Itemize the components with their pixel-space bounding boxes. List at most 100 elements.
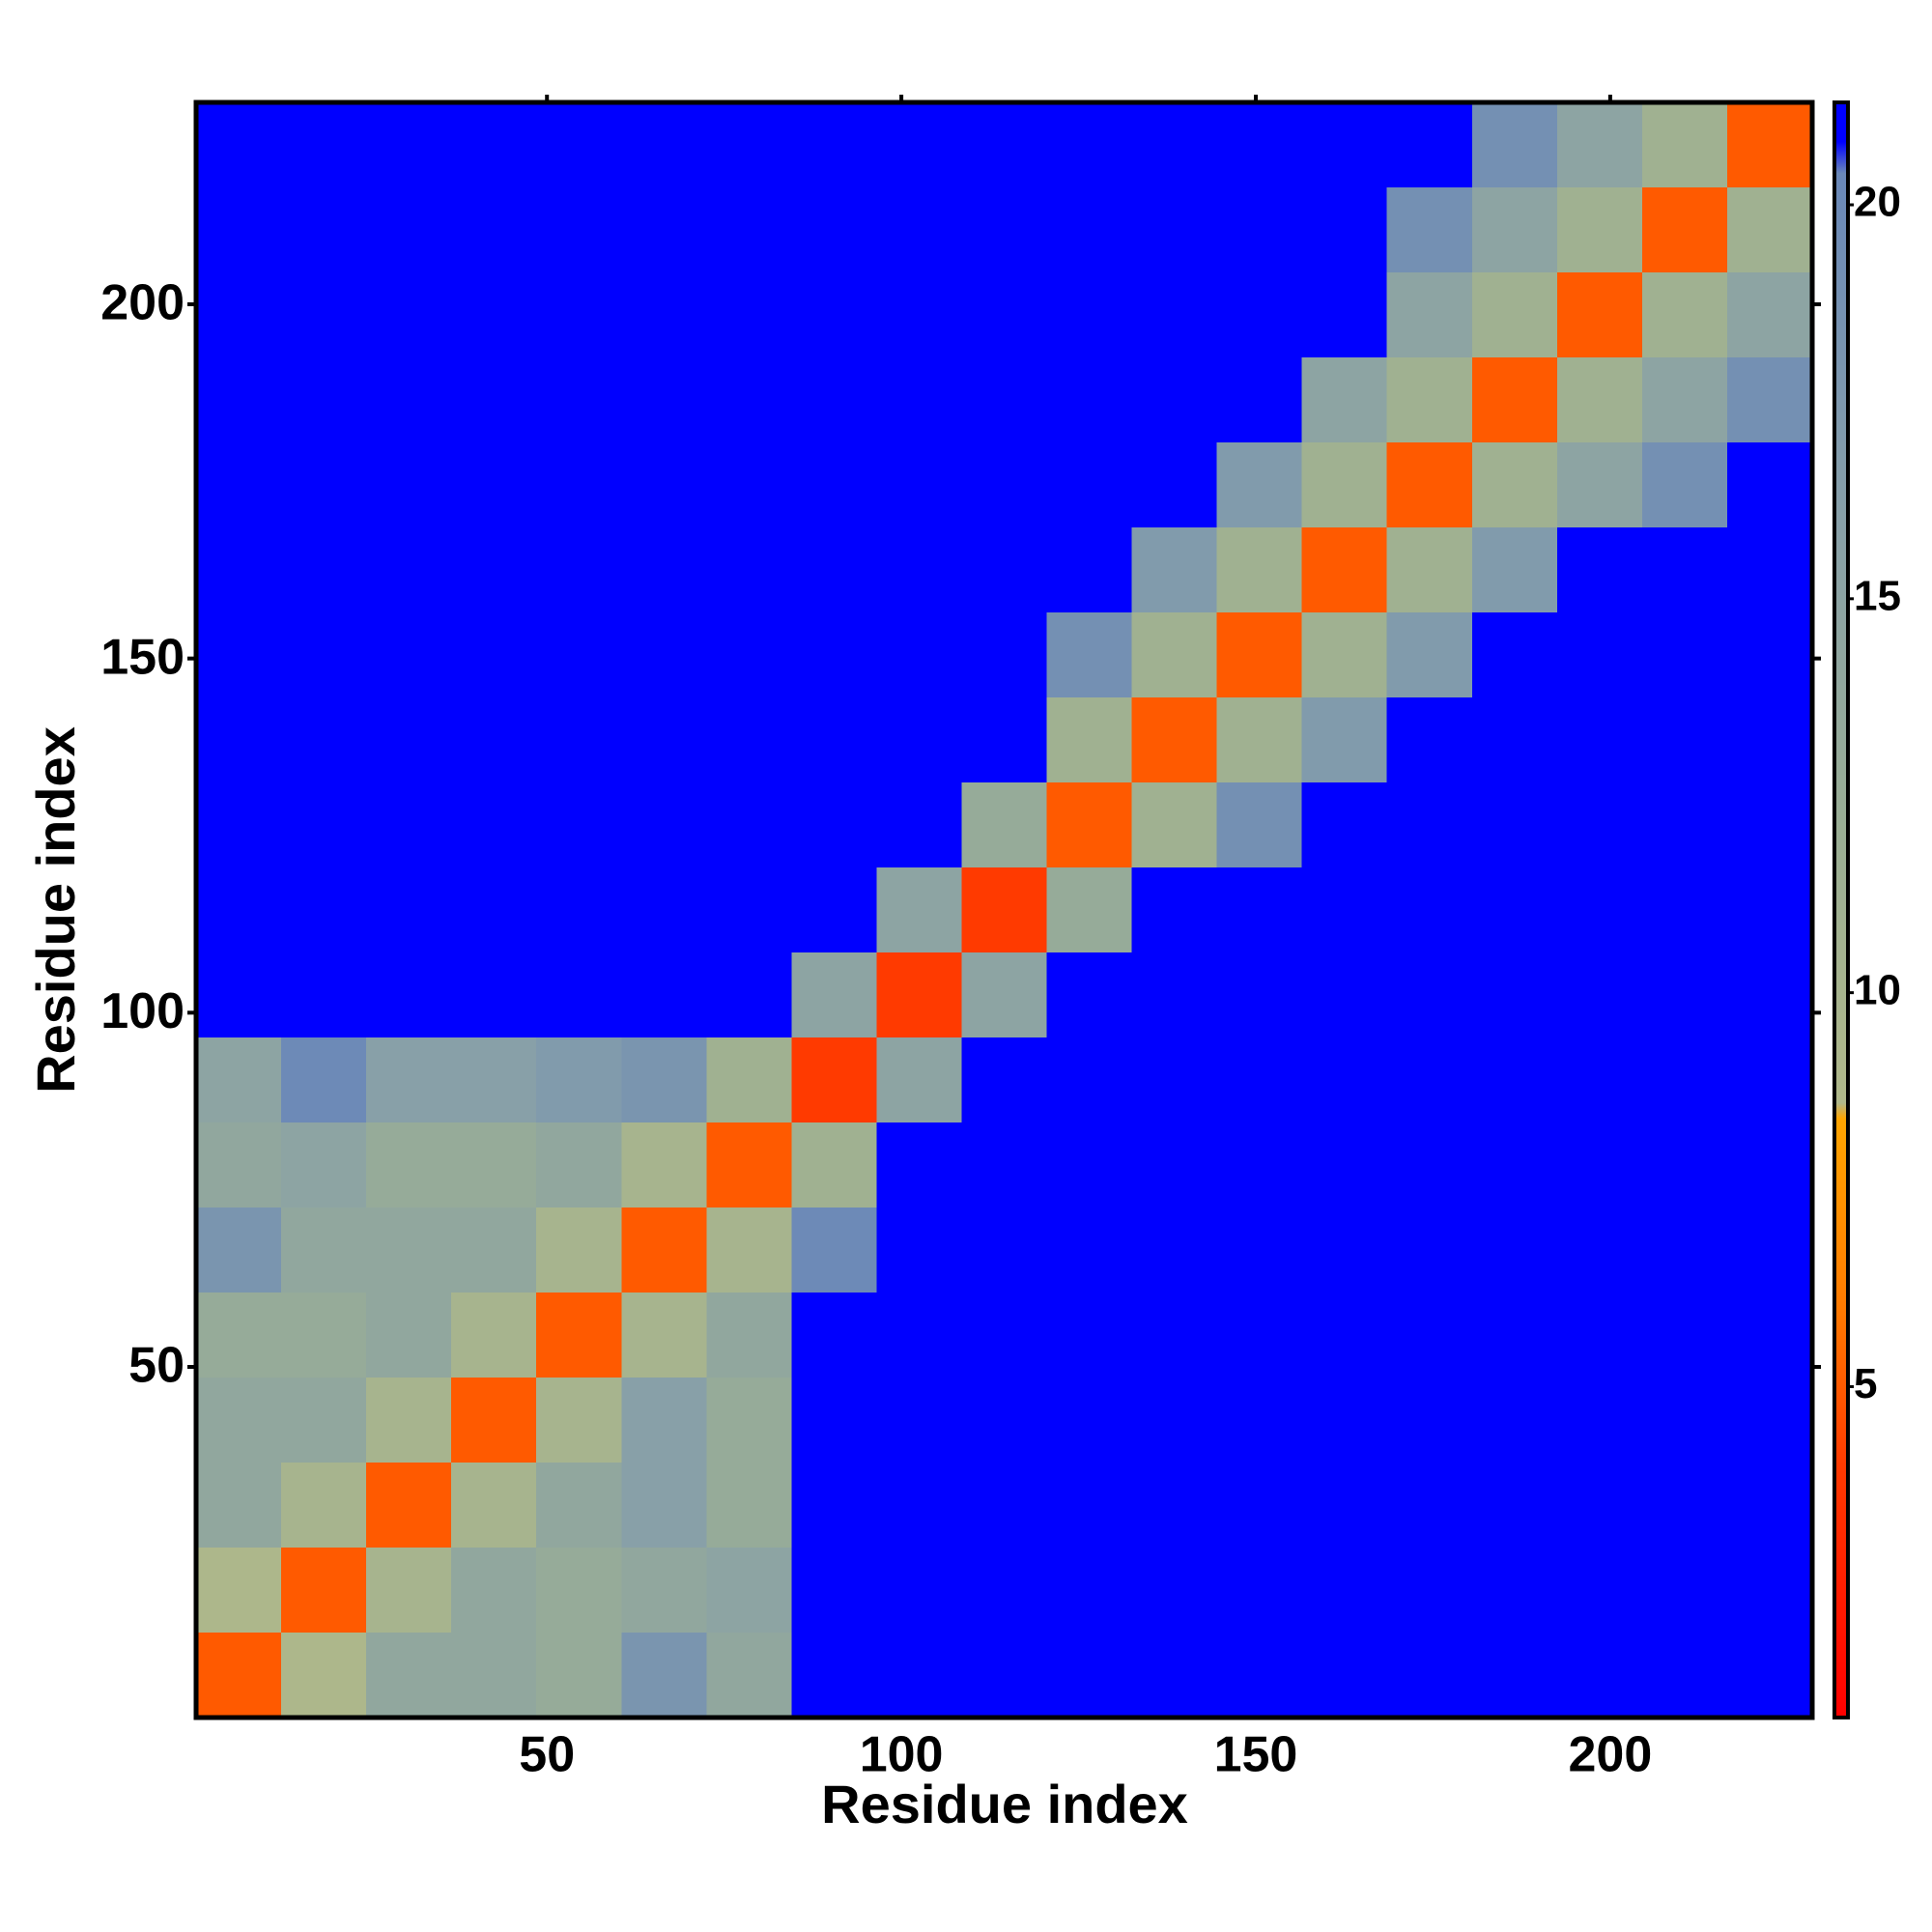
heatmap-cell <box>1386 1037 1472 1122</box>
heatmap-cell <box>706 1378 792 1463</box>
heatmap-cell <box>1471 1208 1557 1293</box>
heatmap-cell <box>621 1208 707 1293</box>
heatmap-cell <box>1131 612 1217 697</box>
heatmap-cell <box>1046 272 1132 357</box>
heatmap-cell <box>1386 102 1472 187</box>
heatmap-cell <box>536 1037 622 1122</box>
heatmap-cell <box>876 1037 962 1122</box>
heatmap-cell <box>536 1378 622 1463</box>
heatmap-cell <box>1216 1633 1302 1718</box>
heatmap-cell <box>1046 357 1132 442</box>
heatmap-cell <box>1301 187 1387 272</box>
heatmap-cell <box>1726 1378 1812 1463</box>
heatmap-cell <box>1556 1463 1642 1548</box>
heatmap-cell <box>961 1293 1047 1378</box>
heatmap-cell <box>1301 1122 1387 1208</box>
heatmap-cell <box>281 867 367 952</box>
heatmap-cell <box>1301 782 1387 867</box>
heatmap-cell <box>451 187 537 272</box>
heatmap-cell <box>196 1633 282 1718</box>
heatmap-cell <box>281 952 367 1037</box>
heatmap-cell <box>536 952 622 1037</box>
heatmap-cell <box>1556 782 1642 867</box>
heatmap-cell <box>281 612 367 697</box>
heatmap-cell <box>536 527 622 612</box>
heatmap-cell <box>1726 697 1812 782</box>
heatmap-cell <box>366 1548 452 1633</box>
heatmap-cell <box>1216 1463 1302 1548</box>
heatmap-cell <box>1131 867 1217 952</box>
heatmap-cell <box>1216 442 1302 527</box>
x-tick-label: 200 <box>1568 1727 1652 1783</box>
heatmap-cell <box>791 442 877 527</box>
heatmap-cell <box>451 1548 537 1633</box>
heatmap-cell <box>196 357 282 442</box>
heatmap-cell <box>791 272 877 357</box>
heatmap-cell <box>366 867 452 952</box>
heatmap-cell <box>1556 697 1642 782</box>
heatmap-cell <box>1386 357 1472 442</box>
heatmap-cell <box>961 357 1047 442</box>
heatmap-cell <box>196 1463 282 1548</box>
heatmap-cell <box>706 1208 792 1293</box>
x-tick-label: 100 <box>860 1727 944 1783</box>
heatmap-cell <box>196 782 282 867</box>
heatmap-cell <box>366 1208 452 1293</box>
heatmap-cell <box>451 612 537 697</box>
heatmap-cell <box>1726 102 1812 187</box>
x-tick-label: 150 <box>1214 1727 1298 1783</box>
heatmap-cell <box>1216 357 1302 442</box>
heatmap-cell <box>1131 1122 1217 1208</box>
heatmap-cell <box>1726 1037 1812 1122</box>
heatmap-cell <box>536 102 622 187</box>
heatmap-cell <box>1301 1633 1387 1718</box>
heatmap-cell <box>706 1548 792 1633</box>
heatmap-cell <box>196 1548 282 1633</box>
heatmap-cell <box>196 1037 282 1122</box>
heatmap-cell <box>536 272 622 357</box>
heatmap-cell <box>451 697 537 782</box>
heatmap-cell <box>621 1463 707 1548</box>
heatmap-cell <box>961 442 1047 527</box>
heatmap-cell <box>1641 612 1727 697</box>
heatmap-cell <box>196 1122 282 1208</box>
heatmap-cell <box>1641 1208 1727 1293</box>
heatmap-cell <box>1726 1208 1812 1293</box>
heatmap-cell <box>281 1463 367 1548</box>
heatmap-cell <box>791 1463 877 1548</box>
heatmap-cell <box>281 1122 367 1208</box>
heatmap-cell <box>706 697 792 782</box>
heatmap-cell <box>366 697 452 782</box>
heatmap-cell <box>1726 782 1812 867</box>
heatmap-cell <box>1471 867 1557 952</box>
heatmap-cell <box>961 1208 1047 1293</box>
heatmap-cell <box>791 1378 877 1463</box>
heatmap-cell <box>366 1122 452 1208</box>
heatmap-cell <box>1386 1208 1472 1293</box>
heatmap-cell <box>1726 1548 1812 1633</box>
heatmap-cell <box>791 1633 877 1718</box>
heatmap-cell <box>1216 1208 1302 1293</box>
heatmap-cell <box>1046 1548 1132 1633</box>
heatmap-cell <box>1641 1122 1727 1208</box>
heatmap-cell <box>791 697 877 782</box>
heatmap-cell <box>961 867 1047 952</box>
heatmap-cell <box>536 782 622 867</box>
heatmap-cell <box>791 782 877 867</box>
heatmap-cell <box>1386 697 1472 782</box>
heatmap-cell <box>961 187 1047 272</box>
heatmap-cell <box>621 527 707 612</box>
heatmap-cell <box>621 1633 707 1718</box>
heatmap-cell <box>281 272 367 357</box>
heatmap-cell <box>451 1208 537 1293</box>
heatmap-cell <box>621 357 707 442</box>
heatmap-cell <box>876 697 962 782</box>
heatmap-cell <box>196 1378 282 1463</box>
heatmap-cell <box>1216 867 1302 952</box>
heatmap-cell <box>536 1633 622 1718</box>
heatmap-cell <box>1471 612 1557 697</box>
heatmap-cell <box>1301 952 1387 1037</box>
heatmap-cell <box>1301 1037 1387 1122</box>
heatmap-cell <box>1641 1548 1727 1633</box>
heatmap-cell <box>281 697 367 782</box>
